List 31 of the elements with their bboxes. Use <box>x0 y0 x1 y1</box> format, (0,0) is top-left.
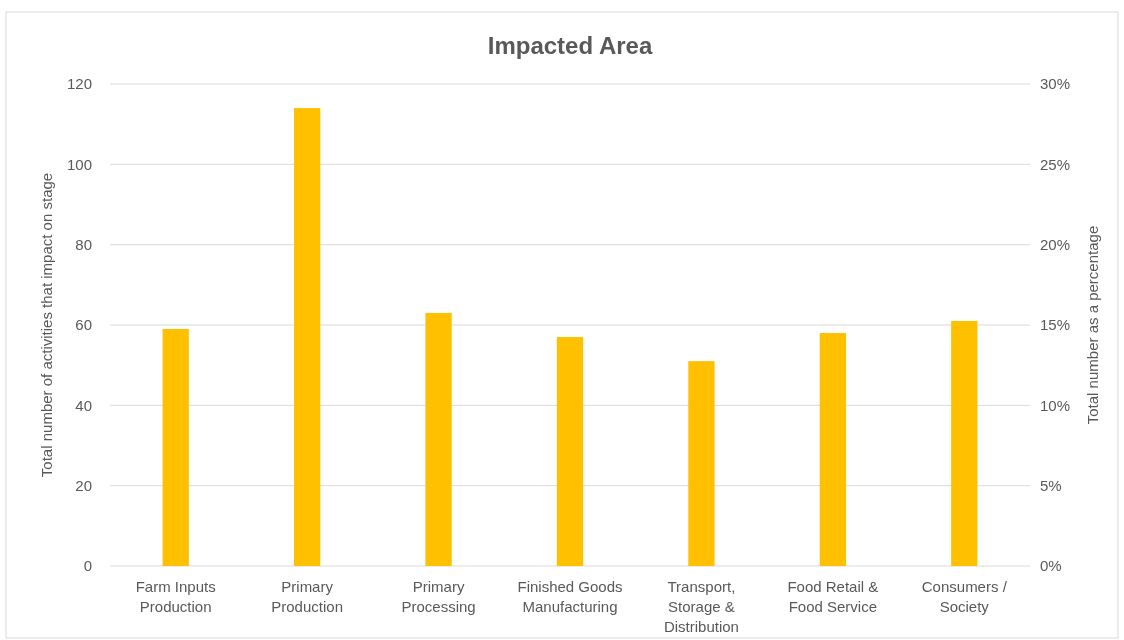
y2-tick-label: 0% <box>1040 557 1062 575</box>
x-tick-label: Finished Goods Manufacturing <box>517 578 623 615</box>
x-tick-label: Food Retail & Food Service <box>787 578 879 615</box>
x-tick-label: Primary Production <box>271 578 343 615</box>
y-tick-label: 60 <box>75 316 92 334</box>
bar <box>951 320 978 566</box>
x-tick-label: Farm Inputs Production <box>135 578 216 615</box>
x-tick-label: Transport, Storage & Distribution <box>663 578 739 635</box>
y2-tick-label: 25% <box>1040 155 1071 173</box>
bar <box>556 337 584 566</box>
y-tick-label: 0 <box>83 557 92 575</box>
y-tick-label: 120 <box>66 75 92 93</box>
y2-tick-label: 30% <box>1040 75 1071 93</box>
bar <box>162 329 189 566</box>
y2-axis-title: Total number as a percentage <box>1084 225 1101 425</box>
x-tick-label: Consumers / Society <box>921 578 1008 615</box>
y-tick-label: 100 <box>66 155 92 173</box>
y-tick-label: 80 <box>75 235 92 253</box>
y2-tick-label: 15% <box>1040 316 1071 334</box>
y2-tick-label: 20% <box>1040 235 1071 253</box>
y2-tick-label: 10% <box>1040 396 1071 414</box>
x-tick-label: Primary Processing <box>401 578 476 615</box>
y-tick-label: 40 <box>75 396 92 414</box>
bar <box>688 361 715 566</box>
bar <box>425 312 452 566</box>
chart-title: Impacted Area <box>487 32 653 59</box>
y-tick-label: 20 <box>75 476 92 494</box>
y-axis-title: Total number of activities that impact on stage <box>38 172 55 478</box>
bar <box>294 108 321 566</box>
y2-tick-label: 5% <box>1040 476 1062 494</box>
bar <box>819 333 846 566</box>
